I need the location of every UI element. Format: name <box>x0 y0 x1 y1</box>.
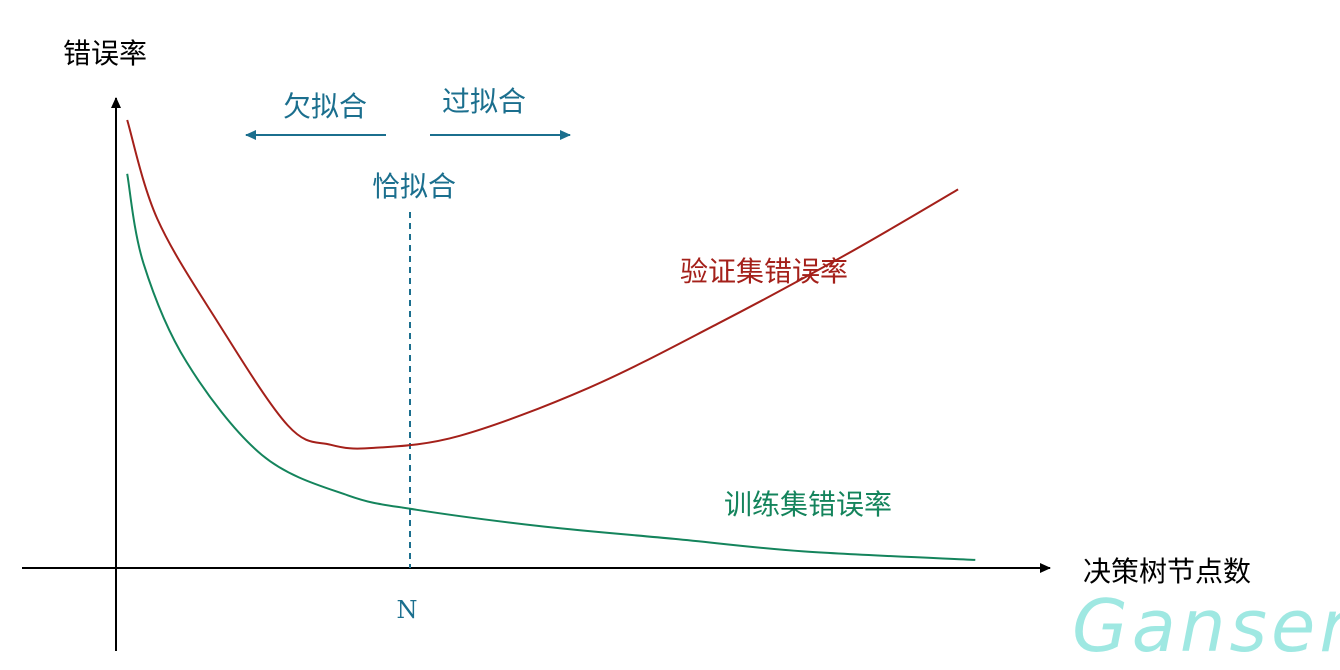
validation-error-curve <box>126 119 959 450</box>
x-axis-label: 决策树节点数 <box>1083 555 1251 588</box>
x-tick-n: N <box>397 596 418 624</box>
underfit-label: 欠拟合 <box>283 90 367 123</box>
training-error-curve <box>126 173 976 561</box>
overfit-label: 过拟合 <box>442 85 526 118</box>
validation-error-label: 验证集错误率 <box>680 255 848 288</box>
y-axis-label: 错误率 <box>63 37 147 70</box>
training-error-label: 训练集错误率 <box>724 488 892 521</box>
watermark-logo: Ganser <box>1072 584 1340 668</box>
goodfit-label: 恰拟合 <box>372 170 456 203</box>
